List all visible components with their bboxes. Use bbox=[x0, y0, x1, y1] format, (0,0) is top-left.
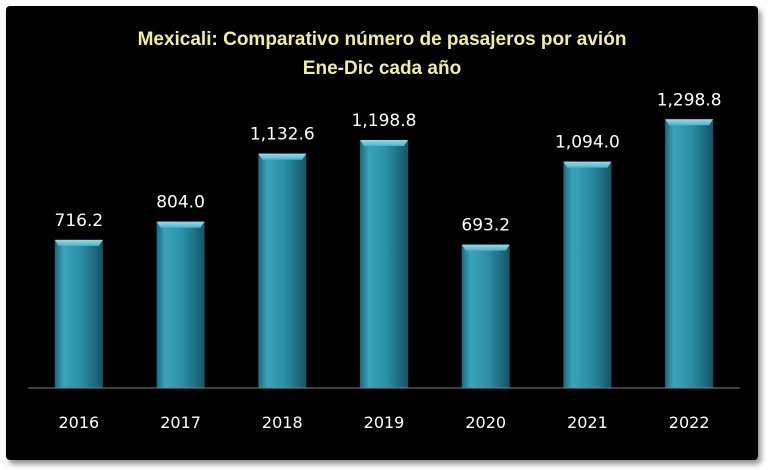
x-tick-label: 2022 bbox=[669, 413, 710, 432]
x-tick-label: 2019 bbox=[364, 413, 405, 432]
bar-2016 bbox=[54, 239, 103, 388]
bar-2020 bbox=[461, 244, 510, 388]
bar-body bbox=[665, 119, 714, 388]
bar-top-bevel bbox=[360, 139, 408, 146]
value-label: 693.2 bbox=[461, 216, 510, 236]
value-label: 1,132.6 bbox=[250, 125, 315, 145]
bar-2018 bbox=[258, 153, 307, 388]
labels-group: 716.2 2016 804.0 2017 1,132.6 2018 1,198.8 2019… bbox=[55, 90, 722, 432]
value-label: 1,094.0 bbox=[555, 133, 620, 153]
bar-body bbox=[258, 153, 307, 388]
bar-body bbox=[461, 244, 510, 388]
value-label: 716.2 bbox=[55, 211, 104, 231]
x-tick-label: 2016 bbox=[58, 413, 99, 432]
bar-top-bevel bbox=[54, 239, 103, 246]
chart-frame: Mexicali: Comparativo número de pasajero… bbox=[6, 6, 758, 460]
value-label: 1,298.8 bbox=[657, 90, 722, 110]
bar-2019 bbox=[360, 139, 408, 388]
bar-body bbox=[563, 161, 612, 388]
value-label: 1,198.8 bbox=[352, 111, 417, 131]
bar-chart: Mexicali: Comparativo número de pasajero… bbox=[28, 29, 740, 432]
x-tick-label: 2018 bbox=[262, 413, 303, 432]
bar-2021 bbox=[563, 161, 612, 388]
bar-body bbox=[156, 221, 205, 388]
value-label: 804.0 bbox=[156, 193, 205, 213]
bars-group bbox=[54, 119, 714, 388]
bar-body bbox=[360, 139, 408, 388]
chart-subtitle: Ene-Dic cada año bbox=[303, 58, 461, 79]
bar-top-bevel bbox=[563, 161, 612, 168]
bar-2017 bbox=[156, 221, 205, 388]
bar-body bbox=[54, 239, 103, 388]
chart-title: Mexicali: Comparativo número de pasajero… bbox=[138, 29, 627, 50]
bar-top-bevel bbox=[258, 153, 307, 160]
bar-top-bevel bbox=[665, 119, 714, 126]
x-tick-label: 2017 bbox=[160, 413, 201, 432]
bar-top-bevel bbox=[156, 221, 205, 228]
bar-2022 bbox=[665, 119, 714, 388]
bar-top-bevel bbox=[461, 244, 510, 251]
x-tick-label: 2021 bbox=[567, 413, 608, 432]
x-tick-label: 2020 bbox=[465, 413, 506, 432]
